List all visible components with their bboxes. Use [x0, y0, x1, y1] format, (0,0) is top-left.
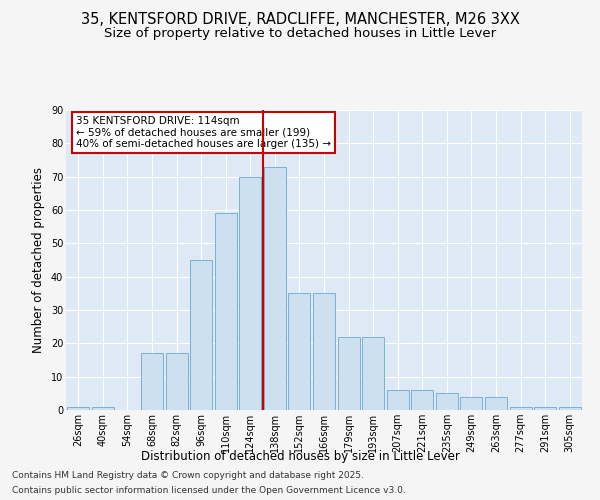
Bar — [190, 260, 212, 410]
Bar — [436, 394, 458, 410]
Bar — [411, 390, 433, 410]
Text: 35, KENTSFORD DRIVE, RADCLIFFE, MANCHESTER, M26 3XX: 35, KENTSFORD DRIVE, RADCLIFFE, MANCHEST… — [80, 12, 520, 28]
Text: Contains HM Land Registry data © Crown copyright and database right 2025.: Contains HM Land Registry data © Crown c… — [12, 471, 364, 480]
Text: Distribution of detached houses by size in Little Lever: Distribution of detached houses by size … — [140, 450, 460, 463]
Bar — [559, 406, 581, 410]
Text: 35 KENTSFORD DRIVE: 114sqm
← 59% of detached houses are smaller (199)
40% of sem: 35 KENTSFORD DRIVE: 114sqm ← 59% of deta… — [76, 116, 331, 149]
Bar — [264, 166, 286, 410]
Text: Size of property relative to detached houses in Little Lever: Size of property relative to detached ho… — [104, 28, 496, 40]
Bar — [386, 390, 409, 410]
Bar — [338, 336, 359, 410]
Text: Contains public sector information licensed under the Open Government Licence v3: Contains public sector information licen… — [12, 486, 406, 495]
Bar — [509, 406, 532, 410]
Bar — [141, 354, 163, 410]
Bar — [166, 354, 188, 410]
Bar — [215, 214, 237, 410]
Bar — [460, 396, 482, 410]
Bar — [362, 336, 384, 410]
Bar — [289, 294, 310, 410]
Bar — [313, 294, 335, 410]
Bar — [92, 406, 114, 410]
Bar — [485, 396, 507, 410]
Y-axis label: Number of detached properties: Number of detached properties — [32, 167, 45, 353]
Bar — [534, 406, 556, 410]
Bar — [239, 176, 262, 410]
Bar — [67, 406, 89, 410]
